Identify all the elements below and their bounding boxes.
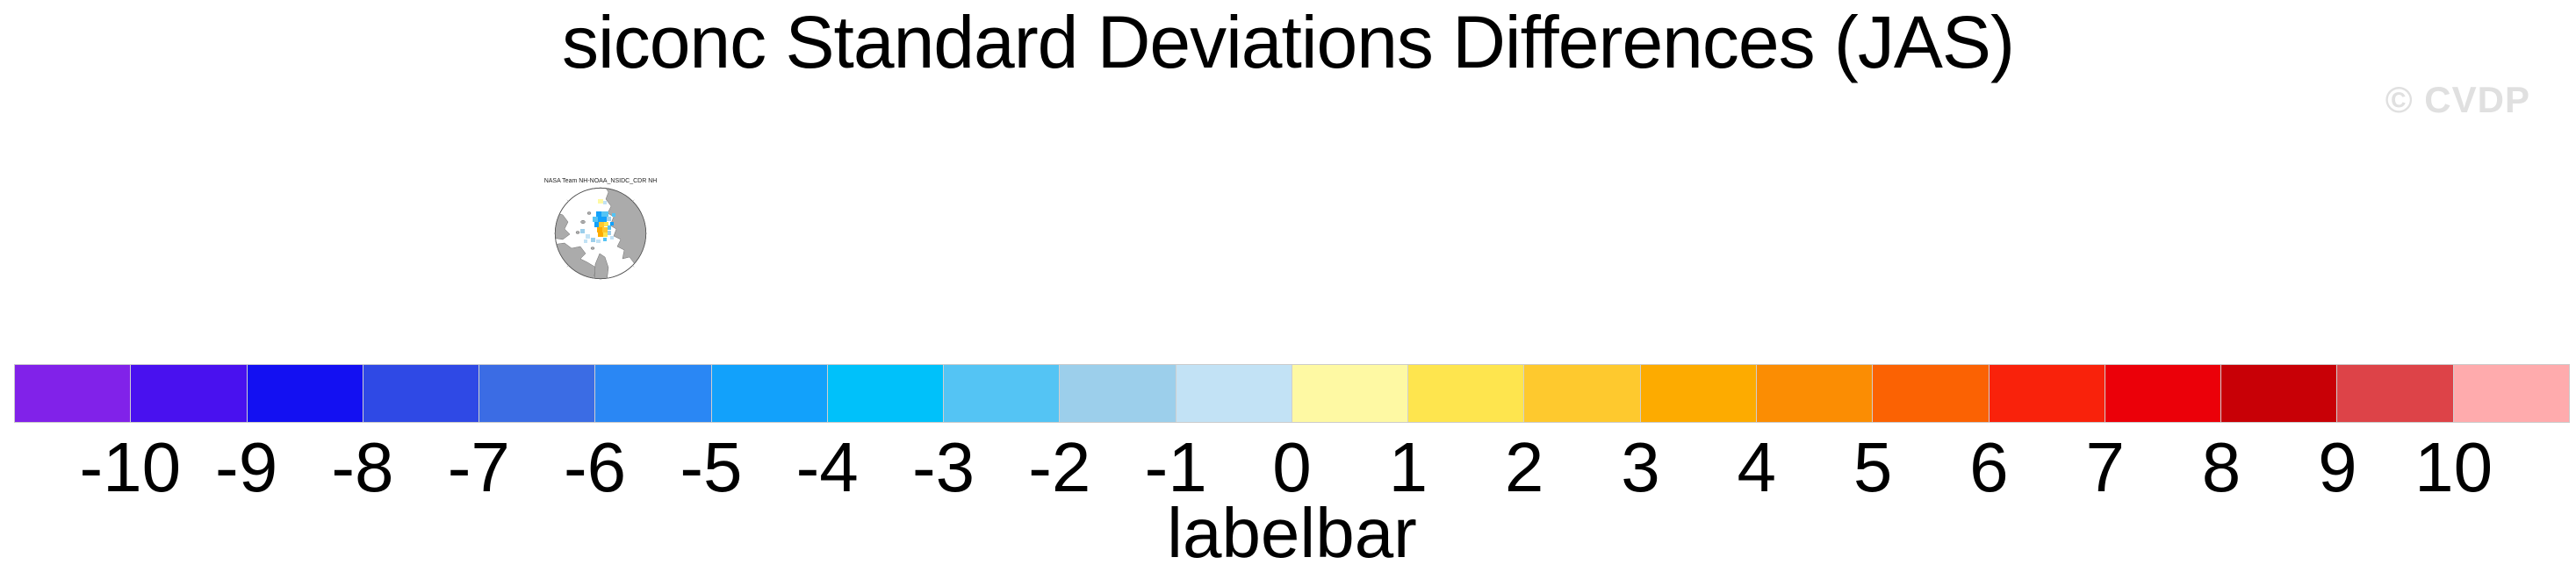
cvdp-watermark: © CVDP (2385, 79, 2530, 120)
island-1 (580, 219, 586, 225)
colorbar-tick-label: -2 (1028, 428, 1091, 506)
colorbar-tick-label: 9 (2318, 428, 2357, 506)
colorbar-tick-labels: -10 -9 -8 -7 -6 -5 -4 -3 -2 -1 0 1 2 3 4 5 6 7 8 9 10 (14, 432, 2570, 504)
colorbar-tick-label: 0 (1272, 428, 1312, 506)
polar-map-thumbnail (554, 187, 647, 280)
colorbar-segment (943, 365, 1060, 422)
anomaly-patch (580, 229, 585, 233)
anomaly-patch (596, 239, 601, 243)
anomaly-patch (596, 211, 601, 217)
colorbar-tick-label: 7 (2085, 428, 2125, 506)
colorbar-segment (710, 365, 827, 422)
anomaly-patch (597, 227, 602, 232)
anomaly-patch (598, 232, 603, 237)
mini-map-title: NASA Team NH-NOAA_NSIDC_CDR NH (543, 178, 658, 184)
colorbar-tick-label: -6 (564, 428, 627, 506)
colorbar-tick-label: -5 (680, 428, 743, 506)
colorbar-segment (2336, 365, 2453, 422)
anomaly-patch (599, 222, 604, 227)
colorbar-tick-label: -1 (1144, 428, 1207, 506)
anomaly-patch (584, 239, 587, 243)
anomaly-patch (610, 236, 614, 239)
anomaly-patch (612, 213, 615, 217)
colorbar-segment (2220, 365, 2337, 422)
colorbar-segment (594, 365, 711, 422)
anomaly-patch (604, 222, 608, 226)
anomaly-patch (603, 201, 607, 204)
colorbar-tick-label: 6 (1969, 428, 2009, 506)
colorbar-tick-label: -9 (215, 428, 278, 506)
colorbar-caption: labelbar (1167, 494, 1417, 572)
anomaly-patch (603, 232, 608, 237)
anomaly-patch (607, 217, 611, 221)
anomaly-patch (603, 238, 607, 241)
page-title: siconc Standard Deviations Differences (… (562, 1, 2015, 83)
colorbar-segment (1988, 365, 2105, 422)
anomaly-patches (580, 199, 615, 243)
colorbar-tick-label: -10 (79, 428, 182, 506)
anomaly-patch (594, 222, 599, 227)
colorbar-segment (1755, 365, 1873, 422)
colorbar-segment (1872, 365, 1989, 422)
colorbar-segment (1639, 365, 1756, 422)
colorbar-tick-label: -7 (447, 428, 510, 506)
anomaly-patch (591, 238, 595, 242)
colorbar-tick-label: 3 (1621, 428, 1660, 506)
colorbar-segment (1523, 365, 1640, 422)
colorbar-segment (362, 365, 479, 422)
colorbar-segment (1059, 365, 1176, 422)
colorbar-segment (1291, 365, 1408, 422)
anomaly-patch (586, 234, 590, 239)
anomaly-patch (610, 222, 614, 225)
colorbar-tick-label: 10 (2414, 428, 2493, 506)
colorbar-tick-label: 1 (1388, 428, 1428, 506)
anomaly-patch (593, 217, 598, 222)
colorbar-segment (1407, 365, 1524, 422)
island-3 (575, 231, 580, 234)
colorbar-segment (2104, 365, 2221, 422)
island-2 (586, 211, 592, 215)
anomaly-patch (598, 217, 607, 222)
anomaly-patch (598, 199, 603, 204)
anomaly-patch (602, 227, 608, 232)
mini-map-panel: NASA Team NH-NOAA_NSIDC_CDR NH (529, 177, 672, 280)
land-greenland (594, 253, 609, 279)
colorbar-tick-label: -4 (795, 428, 859, 506)
colorbar-tick-label: 5 (1853, 428, 1893, 506)
colorbar-segment (15, 365, 131, 422)
colorbar-segment (826, 365, 944, 422)
colorbar-segment (130, 365, 247, 422)
anomaly-patch (608, 231, 611, 235)
colorbar-tick-label: -8 (331, 428, 394, 506)
colorbar-tick-label: 4 (1737, 428, 1777, 506)
map-rim-ticks (554, 187, 647, 280)
colorbar-segment (2452, 365, 2569, 422)
colorbar (14, 364, 2570, 423)
colorbar-segment (246, 365, 363, 422)
colorbar-tick-label: 2 (1504, 428, 1544, 506)
colorbar-tick-label: 8 (2201, 428, 2241, 506)
anomaly-patch (601, 211, 608, 217)
colorbar-segment (479, 365, 595, 422)
anomaly-patch (608, 225, 611, 230)
colorbar-segment (1175, 365, 1292, 422)
colorbar-tick-label: -3 (911, 428, 975, 506)
island-4 (590, 247, 595, 250)
